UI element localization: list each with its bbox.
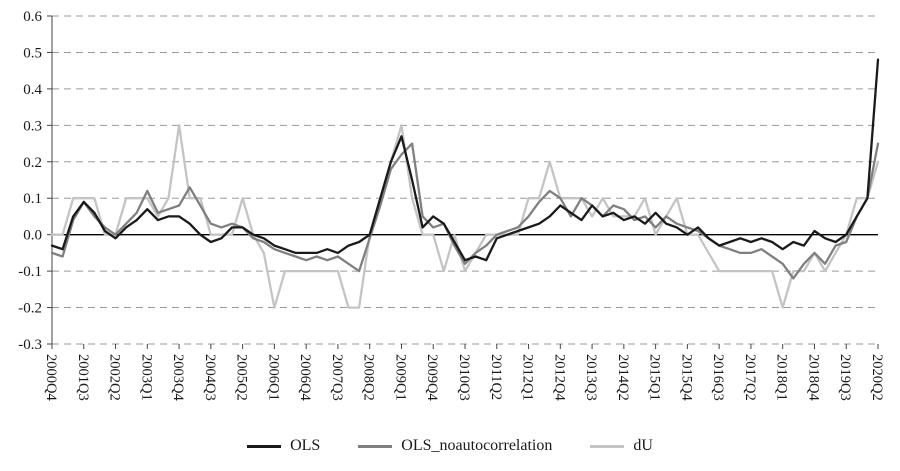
y-axis-label: 0.4 [23, 82, 42, 98]
legend: OLS OLS_noautocorrelation dU [0, 421, 900, 471]
series-line-dU [50, 124, 880, 309]
x-axis-label: 2002Q2 [107, 354, 123, 401]
x-axis-label: 2008Q2 [361, 354, 377, 401]
x-axis-label: 2003Q1 [138, 354, 154, 401]
legend-item-du: dU [590, 437, 653, 455]
y-axis-label: 0.5 [23, 45, 42, 61]
du-line-swatch [590, 444, 625, 448]
ols-noautocorrelation-line-swatch [358, 444, 393, 448]
x-axis-label: 2014Q2 [615, 354, 631, 401]
series-line-OLS [50, 58, 880, 262]
legend-label-du: dU [633, 437, 653, 454]
x-axis-label: 2018Q4 [805, 354, 821, 401]
x-axis-label: 2006Q4 [297, 354, 313, 401]
y-axis-label: 0.1 [23, 191, 42, 207]
y-axis-label: 0.6 [23, 9, 42, 25]
y-axis-label: -0.2 [18, 301, 42, 317]
y-axis-label: 0.0 [23, 228, 42, 244]
x-axis-label: 2015Q4 [678, 354, 694, 401]
x-axis-label: 2010Q3 [456, 354, 472, 401]
x-axis-label: 2017Q2 [742, 354, 758, 401]
plot-area: 0.6 0.5 0.4 0.3 0.2 0.1 0.0 -0.1 -0.2 -0.3 2000Q4 2… [18, 9, 885, 401]
x-axis-label: 2019Q3 [837, 354, 853, 401]
legend-label-ols: OLS [290, 437, 321, 454]
x-axis-label: 2005Q2 [234, 354, 250, 401]
x-axis-label: 2016Q3 [710, 354, 726, 401]
x-axis-label: 2011Q2 [488, 354, 504, 400]
x-axis-label: 2000Q4 [43, 354, 59, 401]
y-axis-label: -0.3 [18, 337, 42, 353]
legend-item-ols-noautocorrelation: OLS_noautocorrelation [358, 437, 552, 455]
y-axis-label: 0.2 [23, 155, 42, 171]
x-axis-label: 2015Q1 [647, 354, 663, 401]
series-line-OLS_noautocorrelation [50, 142, 880, 280]
legend-item-ols: OLS [247, 437, 320, 455]
x-axis-label: 2009Q1 [392, 354, 408, 401]
x-axis-label: 2020Q2 [869, 354, 885, 401]
x-axis-label: 2004Q3 [202, 354, 218, 401]
x-axis-label: 2013Q3 [583, 354, 599, 401]
x-axis-label: 2001Q3 [75, 354, 91, 401]
legend-label-ols-noautocorrelation: OLS_noautocorrelation [401, 437, 553, 454]
y-axis-label: -0.1 [18, 264, 42, 280]
x-axis-label: 2009Q4 [424, 354, 440, 401]
x-axis-label: 2006Q1 [265, 354, 281, 401]
x-axis-label: 2003Q4 [170, 354, 186, 401]
x-axis-label: 2007Q3 [329, 354, 345, 401]
x-axis-label: 2012Q4 [551, 354, 567, 401]
x-axis-label: 2018Q1 [774, 354, 790, 401]
ols-line-swatch [247, 444, 282, 448]
y-axis-label: 0.3 [23, 118, 42, 134]
x-axis-label: 2012Q1 [520, 354, 536, 401]
